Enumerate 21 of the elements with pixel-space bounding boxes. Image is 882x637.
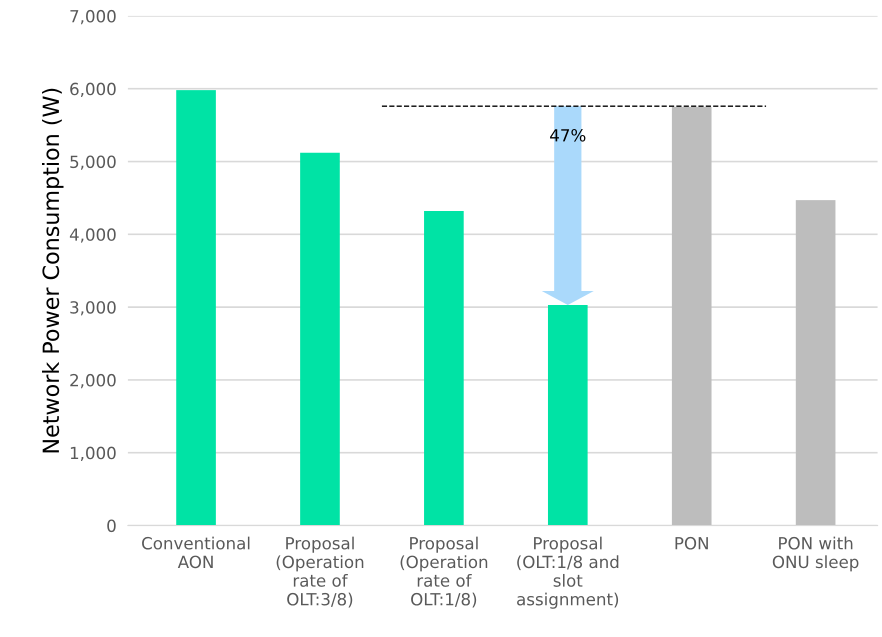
- bar: [176, 90, 216, 526]
- bar: [672, 106, 712, 526]
- x-tick-label: PON: [676, 536, 708, 550]
- y-axis-title: Network Power Consumption (W): [42, 88, 64, 452]
- x-tick-label: PON with ONU sleep: [772, 536, 858, 572]
- y-tick-label: 0: [107, 519, 116, 532]
- x-tick-label: Proposal (Operation rate of OLT:3/8): [276, 536, 364, 608]
- y-tick-label: 4,000: [70, 228, 116, 243]
- y-tick-label: 3,000: [70, 301, 116, 316]
- y-tick-label: 5,000: [70, 155, 116, 170]
- bar: [424, 211, 464, 526]
- y-tick-label: 2,000: [70, 374, 116, 388]
- annotation: 47%: [550, 128, 586, 142]
- x-tick-label: Proposal (Operation rate of OLT:1/8): [400, 536, 488, 608]
- x-tick-label: Proposal (OLT:1/8 and slot assignment): [517, 536, 618, 609]
- bar: [300, 152, 340, 526]
- y-tick-label: 7,000: [70, 10, 116, 24]
- y-tick-label: 6,000: [70, 82, 116, 97]
- bar: [796, 200, 836, 526]
- y-tick-label: 1,000: [70, 446, 116, 461]
- x-tick-label: Conventional AON: [142, 536, 250, 568]
